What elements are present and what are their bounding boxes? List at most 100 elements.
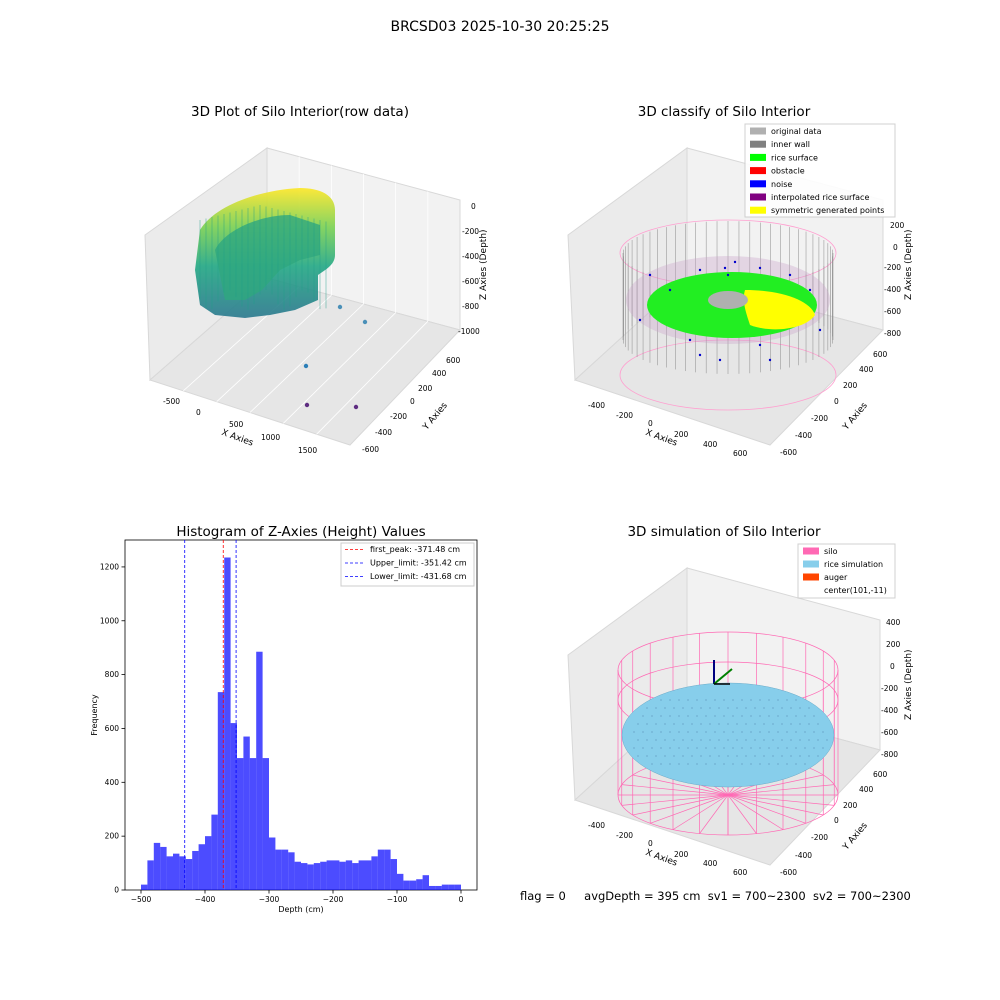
panel2-z-tick: -200 [884,263,901,272]
panel4-legend-swatch [803,573,819,581]
panel1-y-tick: -600 [362,445,379,454]
panel-simulation: 3D simulation of Silo Interior silo rice … [567,524,914,877]
histogram-bar [416,879,423,890]
histogram-x-tick: −400 [195,895,216,904]
histogram-bars [141,557,461,890]
histogram-bar [269,837,276,890]
panel2-y-tick: 400 [859,365,874,374]
panel2-x-tick: 0 [648,419,653,428]
panel1-x-tick: -500 [163,397,180,406]
histogram-bar [397,873,404,890]
histogram-legend-box [340,542,475,587]
panel2-legend-label: original data [771,127,822,136]
panel1-outliers [303,304,368,410]
histogram-bar [211,814,218,890]
panel1-x-tick: 500 [229,420,244,429]
histogram-x-tick: −300 [259,895,280,904]
panel2-z-tick: 200 [890,221,905,230]
panel1-z-tick: -400 [462,252,479,261]
histogram-y-tick: 1000 [100,616,119,625]
panel2-y-tick: -200 [811,414,828,423]
histogram-bar [249,758,257,890]
panel2-legend-box [744,123,896,218]
panel-classify: 3D classify of Silo Interior original da… [567,104,914,458]
histogram-bar [320,861,327,890]
panel4-legend-label: rice simulation [824,560,883,569]
histogram-y-tick: 800 [105,670,120,679]
histogram-bar [288,852,295,890]
panel1-grid [183,156,429,435]
panel1-outlier-point [304,402,310,408]
histogram-bar [205,836,212,890]
panel1-z-tick: -1000 [458,327,480,336]
panel4-y-label: Y Axies [841,821,870,853]
panel2-x-tick: 600 [733,449,748,458]
panel2-legend-label: inner wall [771,140,810,149]
panel2-y-tick: 600 [873,350,888,359]
panel2-legend-label: symmetric generated points [771,206,884,215]
panel2-legend: original data inner wall rice surface obsta… [744,123,896,218]
panel4-z-tick: 400 [886,618,901,627]
panel1-x-ticks: -500 0 500 1000 1500 [163,397,317,455]
histogram-bar [333,860,340,890]
histogram-bar [377,849,385,890]
histogram-y-tick: 0 [114,886,119,895]
panel1-z-ticks: 0 -200 -400 -600 -800 -1000 [458,202,480,336]
panel2-z-ticks: 200 0 -200 -400 -600 -800 [884,221,905,338]
histogram-bar [339,861,346,890]
panel4-y-ticks: -600 -400 -200 0 200 400 600 [780,770,888,877]
histogram-bar [173,853,180,890]
panel1-y-tick: 200 [418,384,433,393]
panel1-y-tick: -400 [375,428,392,437]
panel2-z-label: Z Axies (Depth) [904,229,914,300]
sv1-readout: sv1 = 700~2300 [707,889,806,903]
panel2-legend-label: interpolated rice surface [771,193,869,202]
panel1-outlier-point [303,363,309,369]
histogram-bar [422,875,429,890]
panel4-y-tick: -600 [780,868,797,877]
panel1-outlier-point [337,304,343,310]
histogram-bar [243,736,250,890]
panel4-y-tick: 600 [873,770,888,779]
panel2-title: 3D classify of Silo Interior [638,104,811,120]
histogram-bar [448,884,455,890]
panel4-x-tick: 0 [648,839,653,848]
flag-readout: flag = 0 [520,889,566,903]
histogram-bar [352,863,359,890]
panel4-legend: silo rice simulation auger center(101,-11) [797,543,896,599]
panel2-legend-swatch [750,127,766,135]
histogram-y-ticks: 0 200 400 600 800 1000 1200 [100,562,125,895]
panel4-legend-swatch [803,560,819,568]
panel-histogram: Histogram of Z-Axies (Height) Values −50… [90,524,478,914]
panel2-y-ticks: -600 -400 -200 0 200 400 600 [780,350,888,457]
histogram-bar [166,856,173,890]
panel1-outlier-point [353,404,359,410]
panel2-legend-swatch [750,140,766,148]
histogram-bar [160,846,167,890]
histogram-legend: first_peak: -371.48 cm Upper_limit: -351.… [340,542,475,587]
panel4-z-label: Z Axies (Depth) [904,649,914,720]
panel1-y-tick: 600 [446,356,461,365]
panel1-x-tick: 1500 [298,446,317,455]
histogram-legend-label: first_peak: -371.48 cm [370,545,460,554]
histogram-x-tick: −200 [323,895,344,904]
histogram-bar [390,859,397,890]
histogram-y-tick: 600 [105,724,120,733]
panel4-legend-label: center(101,-11) [824,586,887,595]
sv2-readout: sv2 = 700~2300 [812,889,911,903]
histogram-legend-label: Upper_limit: -351.42 cm [370,559,467,568]
panel2-x-tick: -200 [616,411,633,420]
panel2-y-tick: 0 [834,397,839,406]
panel1-x-label: X Axies [220,428,255,449]
panel1-y-label: Y Axies [421,401,450,433]
panel2-y-tick: -600 [780,448,797,457]
panel1-y-tick: -200 [390,412,407,421]
panel4-y-tick: 200 [843,801,858,810]
panel4-y-tick: -400 [795,851,812,860]
panel1-y-tick: 400 [432,369,447,378]
histogram-bar [429,885,436,890]
panel2-y-tick: 200 [843,381,858,390]
histogram-bar [294,861,301,890]
panel4-legend-label: silo [824,547,838,556]
